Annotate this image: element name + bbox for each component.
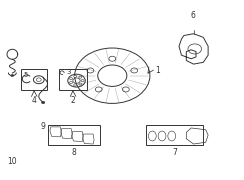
- Circle shape: [79, 76, 82, 78]
- Text: 1: 1: [155, 66, 160, 75]
- Text: 6: 6: [190, 11, 195, 20]
- Text: 3: 3: [66, 69, 71, 75]
- Text: 5: 5: [23, 72, 28, 78]
- Circle shape: [70, 78, 72, 80]
- Circle shape: [74, 84, 77, 86]
- Circle shape: [74, 75, 77, 77]
- Text: 7: 7: [172, 148, 177, 157]
- Text: 10: 10: [8, 157, 17, 166]
- Text: 8: 8: [72, 148, 77, 157]
- Circle shape: [11, 75, 14, 77]
- Circle shape: [70, 82, 72, 84]
- Circle shape: [79, 83, 82, 85]
- Text: 9: 9: [41, 122, 46, 131]
- Text: 2: 2: [71, 96, 75, 105]
- Circle shape: [81, 80, 84, 82]
- Circle shape: [41, 101, 45, 104]
- Text: 4: 4: [32, 96, 37, 105]
